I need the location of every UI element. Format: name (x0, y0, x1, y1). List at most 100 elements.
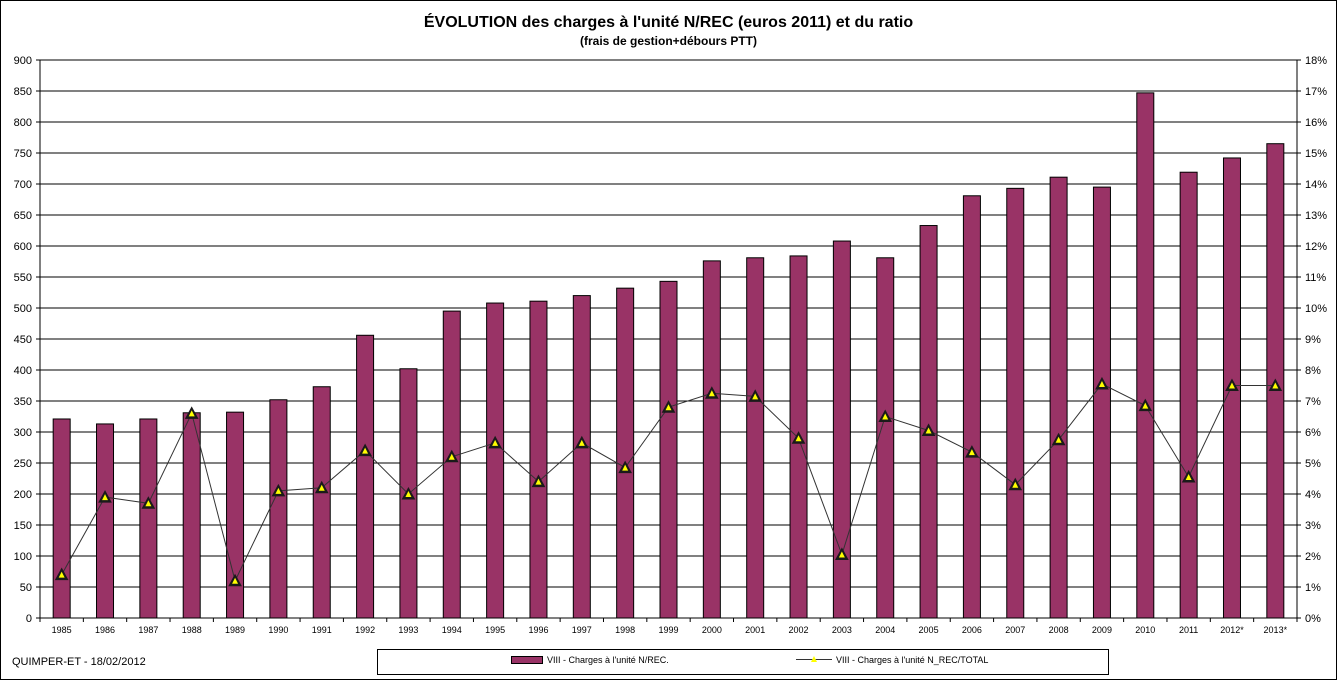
ratio-point (405, 491, 412, 497)
ratio-point (665, 404, 672, 411)
ratio-point (1055, 436, 1062, 443)
y-tick-label: 350 (14, 396, 32, 408)
ratio-point (752, 393, 759, 400)
x-tick-label: 2001 (745, 625, 765, 635)
bar (1049, 176, 1068, 619)
bar (659, 280, 678, 619)
x-tick-label: 1985 (52, 625, 72, 635)
bar (1092, 186, 1111, 619)
bar (486, 302, 505, 619)
y2-tick-label: 18% (1305, 55, 1327, 67)
y-tick-label: 400 (14, 365, 32, 377)
ratio-point (795, 435, 802, 442)
bar (1179, 171, 1198, 619)
bar (269, 399, 288, 619)
bar (876, 257, 895, 619)
y2-tick-label: 15% (1305, 148, 1327, 160)
y-tick-label: 800 (14, 117, 32, 129)
y-tick-label: 200 (14, 489, 32, 501)
x-tick-label: 2006 (962, 625, 982, 635)
x-tick-label: 1998 (615, 625, 635, 635)
x-tick-label: 2011 (1179, 625, 1198, 635)
bar (442, 310, 461, 619)
y2-tick-label: 11% (1305, 272, 1326, 284)
chart-subtitle: (frais de gestion+débours PTT) (579, 34, 758, 48)
x-tick-label: 2007 (1005, 625, 1025, 635)
legend-line-swatch (796, 655, 832, 665)
legend-label-bars: VIII - Charges à l'unité N/REC. (547, 655, 669, 665)
ratio-point (1185, 473, 1192, 480)
ratio-point (102, 494, 109, 501)
legend-item-line: VIII - Charges à l'unité N_REC/TOTAL (796, 655, 988, 665)
y-tick-label: 0 (26, 613, 32, 625)
y2-tick-label: 0% (1305, 613, 1321, 625)
bar (572, 295, 591, 619)
ratio-point (1272, 382, 1279, 389)
chart-title: ÉVOLUTION des charges à l'unité N/REC (e… (423, 14, 914, 31)
ratio-point (578, 439, 585, 446)
bar (312, 386, 331, 619)
y-tick-label: 100 (14, 551, 32, 563)
ratio-point (1142, 402, 1149, 409)
bar (616, 287, 635, 619)
y2-tick-label: 3% (1305, 520, 1321, 532)
bar (356, 334, 375, 619)
bar (52, 418, 71, 619)
y-tick-label: 550 (14, 272, 32, 284)
bar (182, 412, 201, 619)
x-tick-label: 1987 (138, 625, 158, 635)
ratio-point (1012, 481, 1019, 488)
y2-tick-label: 14% (1305, 179, 1327, 191)
x-tick-label: 2012* (1220, 625, 1244, 635)
x-tick-label: 1991 (312, 625, 332, 635)
bar (1136, 92, 1155, 619)
bar (139, 418, 158, 619)
y-tick-label: 900 (14, 55, 32, 67)
x-tick-label: 2009 (1092, 625, 1112, 635)
y-tick-label: 850 (14, 86, 32, 98)
ratio-point (882, 413, 889, 420)
y-tick-label: 450 (14, 334, 32, 346)
ratio-point (188, 410, 195, 417)
x-tick-label: 2013* (1264, 625, 1288, 635)
ratio-point (1098, 380, 1105, 387)
bar (529, 300, 548, 619)
y2-tick-label: 12% (1305, 241, 1327, 253)
ratio-point (1228, 382, 1235, 389)
y2-tick-label: 8% (1305, 365, 1321, 377)
footer-text: QUIMPER-ET - 18/02/2012 (12, 656, 146, 668)
ratio-point (448, 453, 455, 460)
y-tick-label: 300 (14, 427, 32, 439)
y-tick-label: 500 (14, 303, 32, 315)
ratio-point (622, 464, 629, 471)
legend-bar-swatch (511, 656, 543, 664)
x-tick-label: 1995 (485, 625, 505, 635)
y2-tick-label: 2% (1305, 551, 1321, 563)
bar (919, 225, 938, 619)
ratio-point (838, 551, 845, 558)
x-tick-label: 1992 (355, 625, 375, 635)
bar (96, 423, 115, 619)
y-tick-label: 650 (14, 210, 32, 222)
y2-tick-label: 9% (1305, 334, 1321, 346)
x-tick-label: 1997 (572, 625, 592, 635)
ratio-point (232, 577, 239, 584)
x-tick-label: 1990 (268, 625, 288, 635)
x-tick-label: 1993 (398, 625, 418, 635)
y-tick-label: 700 (14, 179, 32, 191)
chart-legend: VIII - Charges à l'unité N/REC. VIII - C… (377, 649, 1109, 675)
x-tick-label: 2002 (789, 625, 809, 635)
bar (962, 195, 981, 619)
y2-tick-label: 1% (1305, 582, 1321, 594)
y2-tick-label: 6% (1305, 427, 1321, 439)
x-tick-label: 1999 (658, 625, 678, 635)
legend-label-line: VIII - Charges à l'unité N_REC/TOTAL (836, 655, 989, 665)
x-tick-label: 1989 (225, 625, 245, 635)
y2-tick-label: 7% (1305, 396, 1321, 408)
x-tick-label: 1988 (182, 625, 202, 635)
x-tick-label: 2000 (702, 625, 722, 635)
ratio-point (708, 390, 715, 397)
x-tick-label: 2003 (832, 625, 852, 635)
y-tick-label: 250 (14, 458, 32, 470)
